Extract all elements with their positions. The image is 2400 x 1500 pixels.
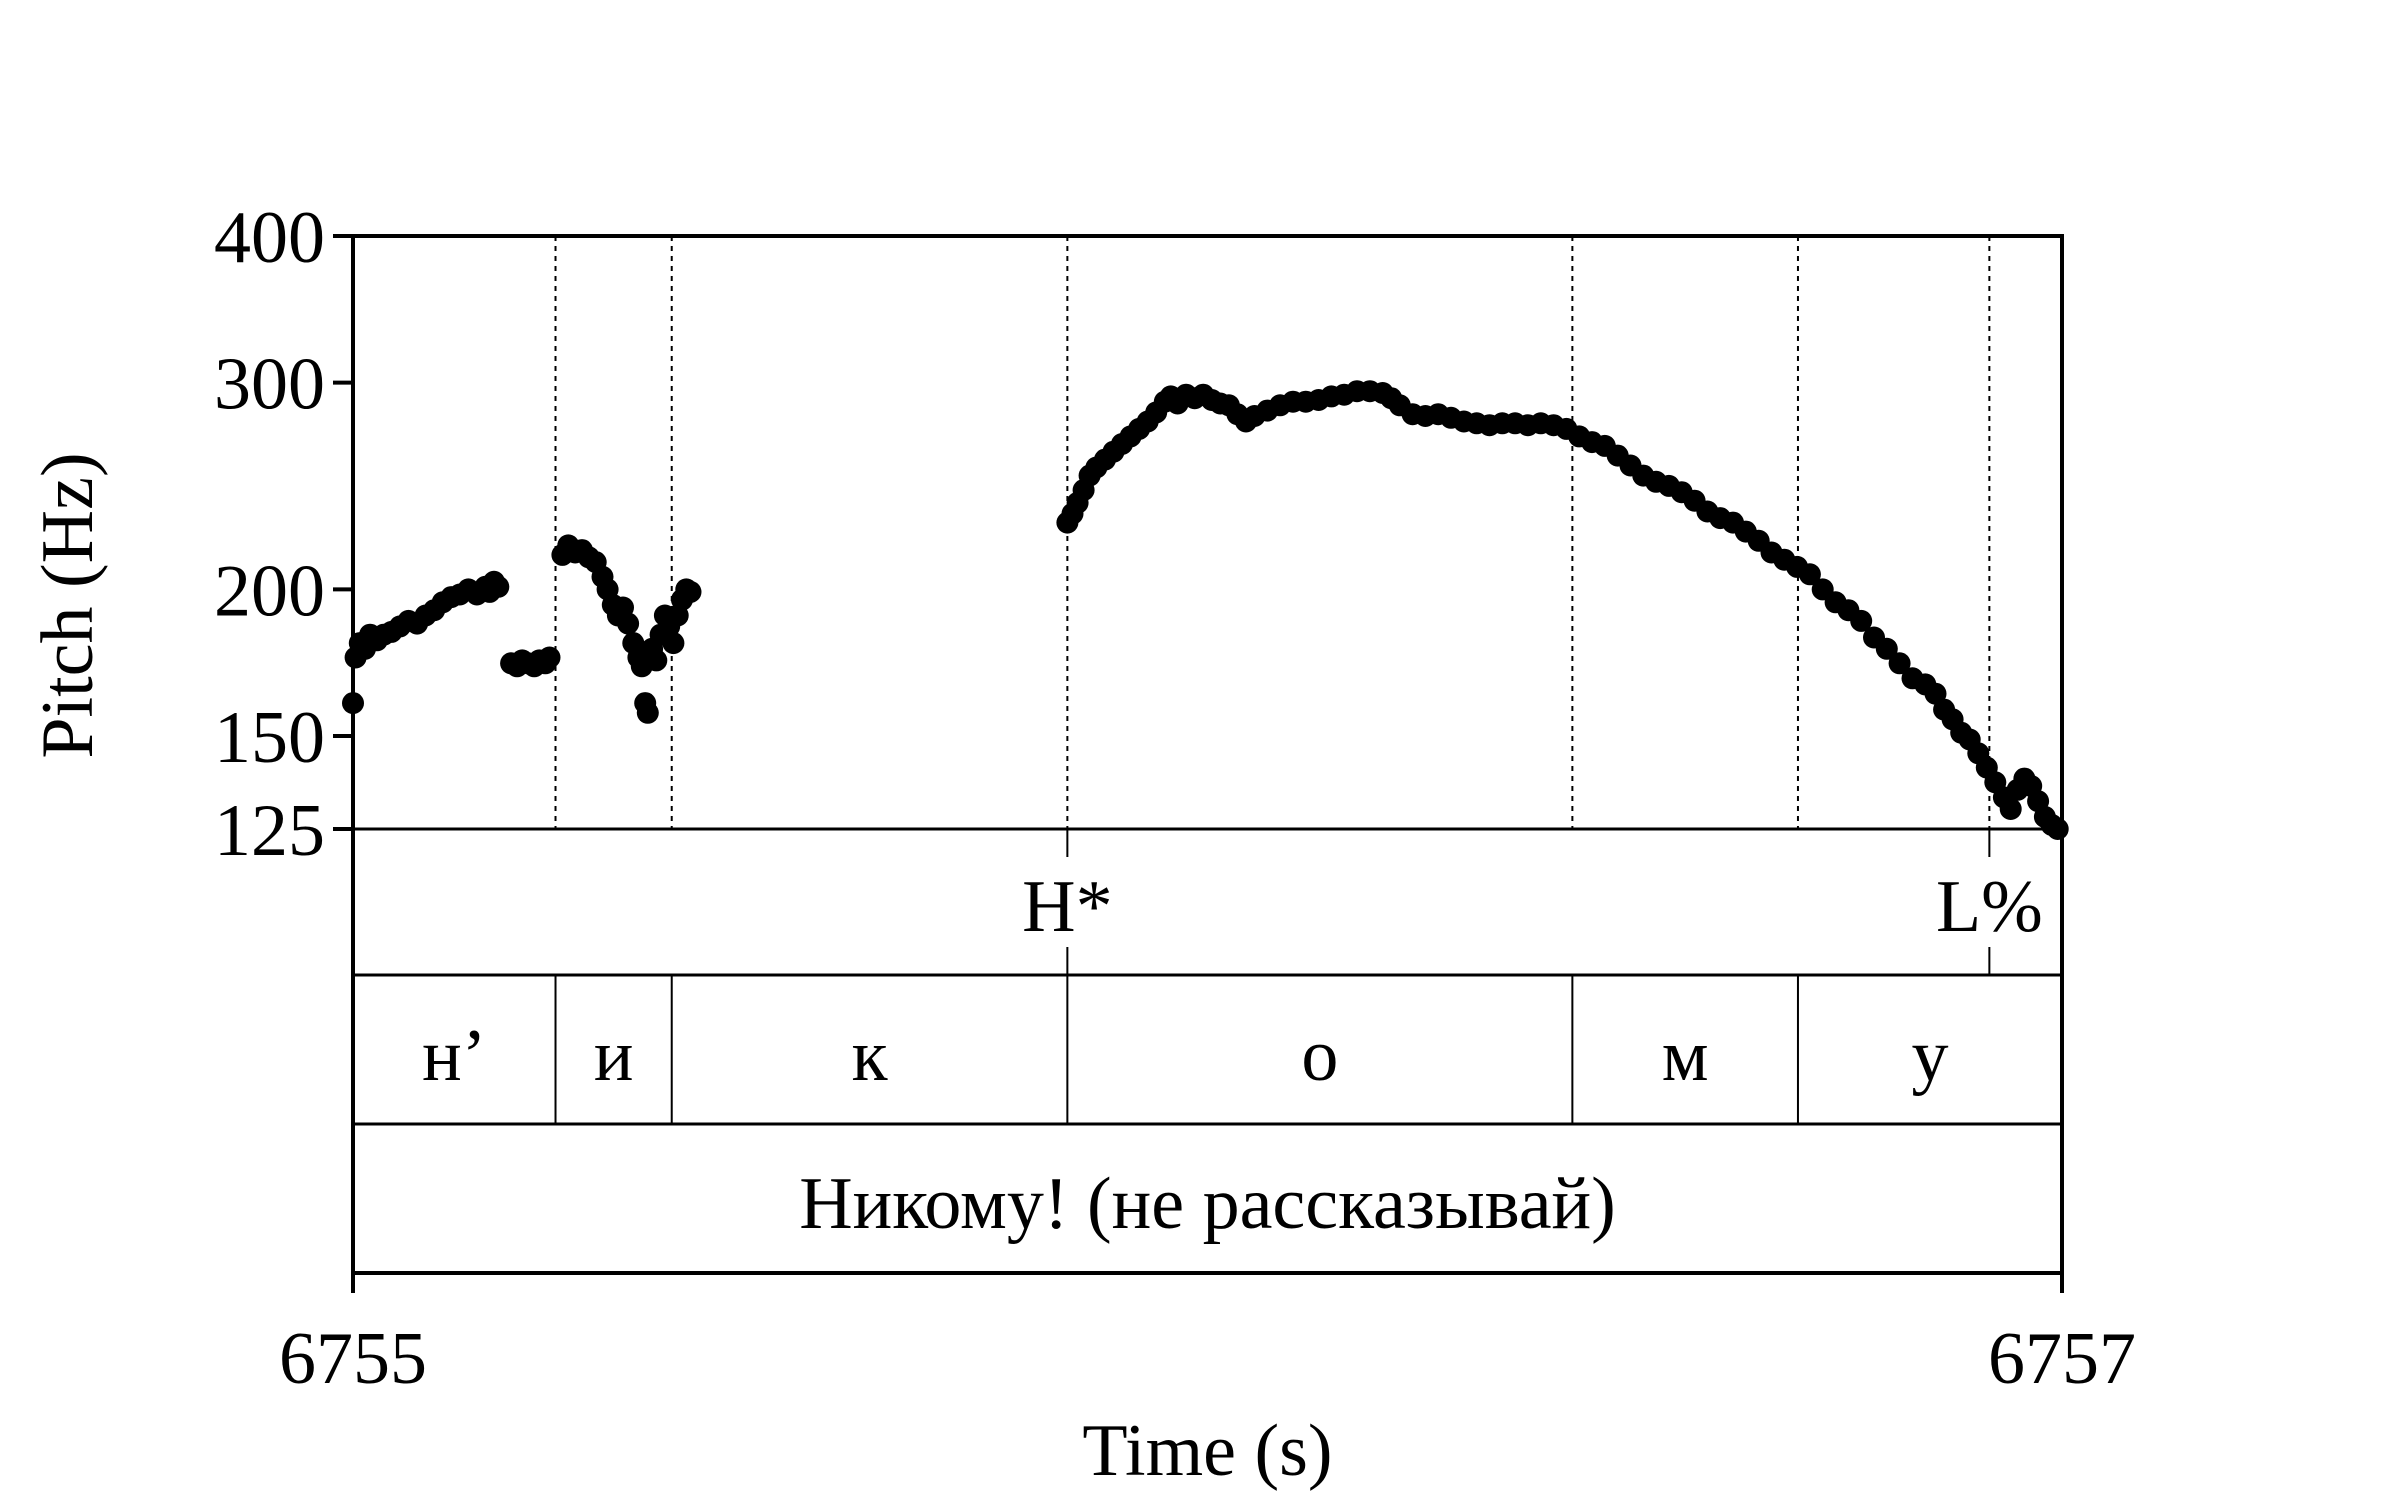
x-axis-ticks: 6755 6757 <box>279 1273 2136 1400</box>
y-tick-label-150: 150 <box>214 697 325 779</box>
pitch-point <box>1875 637 1898 660</box>
pitch-point <box>538 646 561 669</box>
y-axis-ticks: 125 150 200 300 400 <box>214 197 353 872</box>
pitch-point <box>1999 798 2022 820</box>
phrase-label: Никому! (не рассказывай) <box>799 1163 1616 1245</box>
y-tick-label-400: 400 <box>214 197 325 279</box>
pitch-point <box>662 632 685 655</box>
annotation-tier-lines <box>353 827 2062 1126</box>
segment-tier-labels: н’ и к о м у <box>422 1015 1948 1097</box>
segment-label-1: н’ <box>422 1015 486 1097</box>
segment-label-5: м <box>1662 1015 1709 1097</box>
segment-label-3: к <box>852 1015 889 1097</box>
pitch-point <box>636 701 659 724</box>
segment-boundary-lines <box>554 236 1991 1124</box>
pitch-point <box>679 580 702 603</box>
tone-tier-labels: H* L% <box>1022 866 2043 948</box>
x-tick-label-1: 6755 <box>279 1318 427 1400</box>
tone-label-2: L% <box>1936 866 2043 948</box>
tone-label-1: H* <box>1022 866 1112 948</box>
plot-frame <box>351 234 2064 1275</box>
y-tick-label-125: 125 <box>214 790 325 872</box>
y-axis-label: Pitch (Hz) <box>27 452 109 758</box>
x-tick-label-2: 6757 <box>1988 1318 2136 1400</box>
pitch-point <box>2046 818 2069 840</box>
segment-label-6: у <box>1911 1015 1948 1097</box>
pitch-points <box>342 380 2069 840</box>
segment-label-4: о <box>1301 1015 1338 1097</box>
y-tick-label-200: 200 <box>214 550 325 632</box>
x-axis-label: Time (s) <box>1082 1410 1332 1492</box>
pitch-point <box>617 612 640 635</box>
pitch-point <box>645 649 668 672</box>
segment-label-2: и <box>594 1015 634 1097</box>
pitch-point <box>1798 563 1821 586</box>
pitch-point <box>1850 609 1873 632</box>
pitch-point <box>487 575 510 598</box>
pitch-point <box>1888 652 1911 675</box>
y-tick-label-300: 300 <box>214 344 325 426</box>
